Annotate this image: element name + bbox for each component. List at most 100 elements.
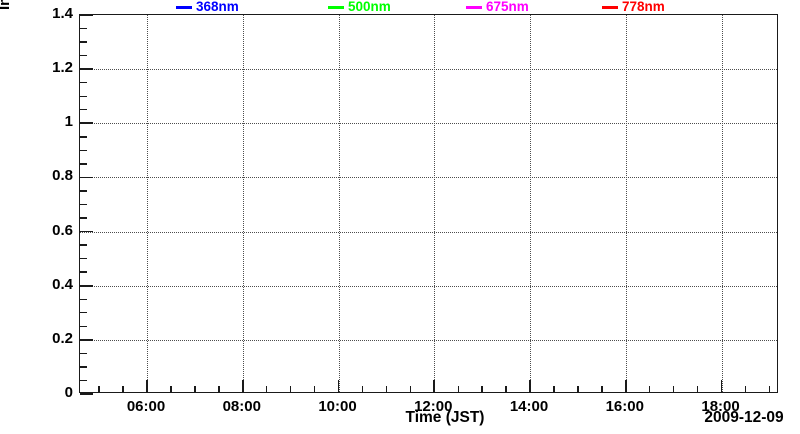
- legend-entry-675nm: 675nm: [466, 0, 529, 14]
- gridline-horizontal: [80, 69, 777, 71]
- y-tick-label: 0.8: [52, 167, 73, 185]
- y-tick-minor: [80, 41, 87, 43]
- y-tick-minor: [80, 95, 87, 97]
- legend-entry-368nm: 368nm: [176, 0, 239, 14]
- gridline-horizontal: [80, 231, 777, 233]
- x-tick-label: 16:00: [605, 398, 644, 415]
- x-tick-minor: [266, 386, 268, 392]
- y-tick-minor: [80, 325, 87, 327]
- x-tick-label: 08:00: [222, 398, 261, 415]
- y-tick-minor: [80, 352, 87, 355]
- gridline-horizontal: [80, 285, 777, 287]
- gridline-horizontal: [80, 339, 777, 341]
- x-tick-minor: [313, 386, 316, 392]
- y-tick-minor: [80, 81, 87, 84]
- legend-label: 778nm: [622, 0, 665, 14]
- legend-line-icon: [328, 5, 344, 9]
- legend-line-icon: [176, 5, 192, 9]
- y-tick-label: 0: [64, 384, 73, 401]
- x-tick-minor: [553, 386, 555, 392]
- x-tick-major: [624, 380, 627, 392]
- y-tick-minor: [80, 149, 87, 152]
- x-tick-major: [433, 380, 436, 392]
- y-tick-label: 0.4: [52, 275, 73, 293]
- y-tick-label: 0.6: [52, 221, 73, 239]
- plot-area: [79, 14, 778, 395]
- y-tick-major: [80, 284, 93, 287]
- y-tick-minor: [80, 203, 87, 206]
- y-tick-major: [80, 393, 93, 395]
- y-tick-minor: [80, 366, 87, 368]
- y-tick-label: 1.2: [52, 59, 73, 77]
- y-tick-label: 1.4: [52, 5, 73, 22]
- y-tick-minor: [80, 257, 87, 260]
- x-tick-minor: [122, 386, 124, 392]
- tick-layer: [80, 14, 777, 395]
- x-tick-major: [146, 380, 148, 392]
- gridline-vertical: [242, 15, 244, 392]
- gridline-vertical: [434, 15, 436, 392]
- x-tick-minor: [385, 386, 388, 392]
- y-tick-minor: [80, 298, 87, 300]
- legend-line-icon: [466, 5, 482, 9]
- x-tick-major: [241, 380, 244, 392]
- x-tick-label: 18:00: [701, 398, 740, 415]
- x-tick-label: 10:00: [318, 398, 357, 415]
- gridline-vertical: [530, 15, 532, 392]
- gridline-vertical: [721, 15, 723, 392]
- y-tick-minor: [80, 190, 87, 192]
- y-tick-minor: [80, 109, 87, 111]
- x-tick-label: 14:00: [509, 398, 549, 415]
- chart-legend: 368nm 500nm 675nm 778nm: [0, 0, 800, 14]
- x-tick-minor: [649, 386, 651, 392]
- legend-label: 500nm: [348, 0, 391, 14]
- x-tick-label: 06:00: [126, 398, 166, 415]
- gridline-horizontal: [80, 177, 777, 179]
- x-tick-minor: [744, 386, 747, 392]
- y-tick-major: [80, 176, 93, 179]
- gridline-vertical: [147, 15, 149, 392]
- legend-entry-500nm: 500nm: [328, 0, 391, 14]
- gridline-vertical: [625, 15, 627, 392]
- x-tick-major: [337, 380, 340, 392]
- x-tick-minor: [218, 386, 220, 392]
- y-tick-minor: [80, 27, 87, 30]
- y-tick-minor: [80, 136, 87, 138]
- x-tick-minor: [768, 386, 771, 392]
- legend-label: 368nm: [196, 0, 239, 14]
- gridline-vertical: [338, 15, 340, 392]
- y-tick-minor: [80, 312, 87, 314]
- gridline-horizontal: [80, 123, 777, 125]
- x-tick-minor: [361, 386, 364, 392]
- x-tick-minor: [457, 386, 459, 392]
- x-tick-minor: [481, 386, 483, 392]
- x-tick-major: [529, 380, 531, 392]
- x-tick-major: [720, 380, 723, 392]
- y-tick-major: [80, 68, 93, 70]
- x-tick-minor: [409, 386, 412, 392]
- x-tick-minor: [672, 386, 675, 392]
- y-tick-minor: [80, 54, 87, 57]
- y-tick-minor: [80, 244, 87, 246]
- x-axis-title: Time (JST): [405, 409, 485, 426]
- x-tick-minor: [601, 386, 603, 392]
- x-tick-minor: [98, 386, 100, 392]
- legend-line-icon: [602, 5, 618, 9]
- y-tick-major: [80, 339, 93, 341]
- x-tick-minor: [289, 386, 292, 392]
- y-tick-major: [80, 230, 93, 233]
- x-tick-label: 12:00: [414, 398, 453, 415]
- y-axis-title: Intensity (a.u.): [0, 0, 13, 10]
- y-tick-major: [80, 122, 93, 125]
- y-tick-label: 1: [64, 113, 73, 131]
- y-tick-label: 0.2: [52, 329, 73, 347]
- x-tick-minor: [170, 386, 172, 392]
- date-stamp: 2009-12-09: [704, 409, 784, 426]
- y-tick-minor: [80, 163, 87, 165]
- x-tick-minor: [577, 386, 579, 392]
- legend-entry-778nm: 778nm: [602, 0, 665, 14]
- y-tick-minor: [80, 379, 87, 382]
- y-tick-minor: [80, 271, 87, 273]
- y-tick-major: [80, 14, 93, 16]
